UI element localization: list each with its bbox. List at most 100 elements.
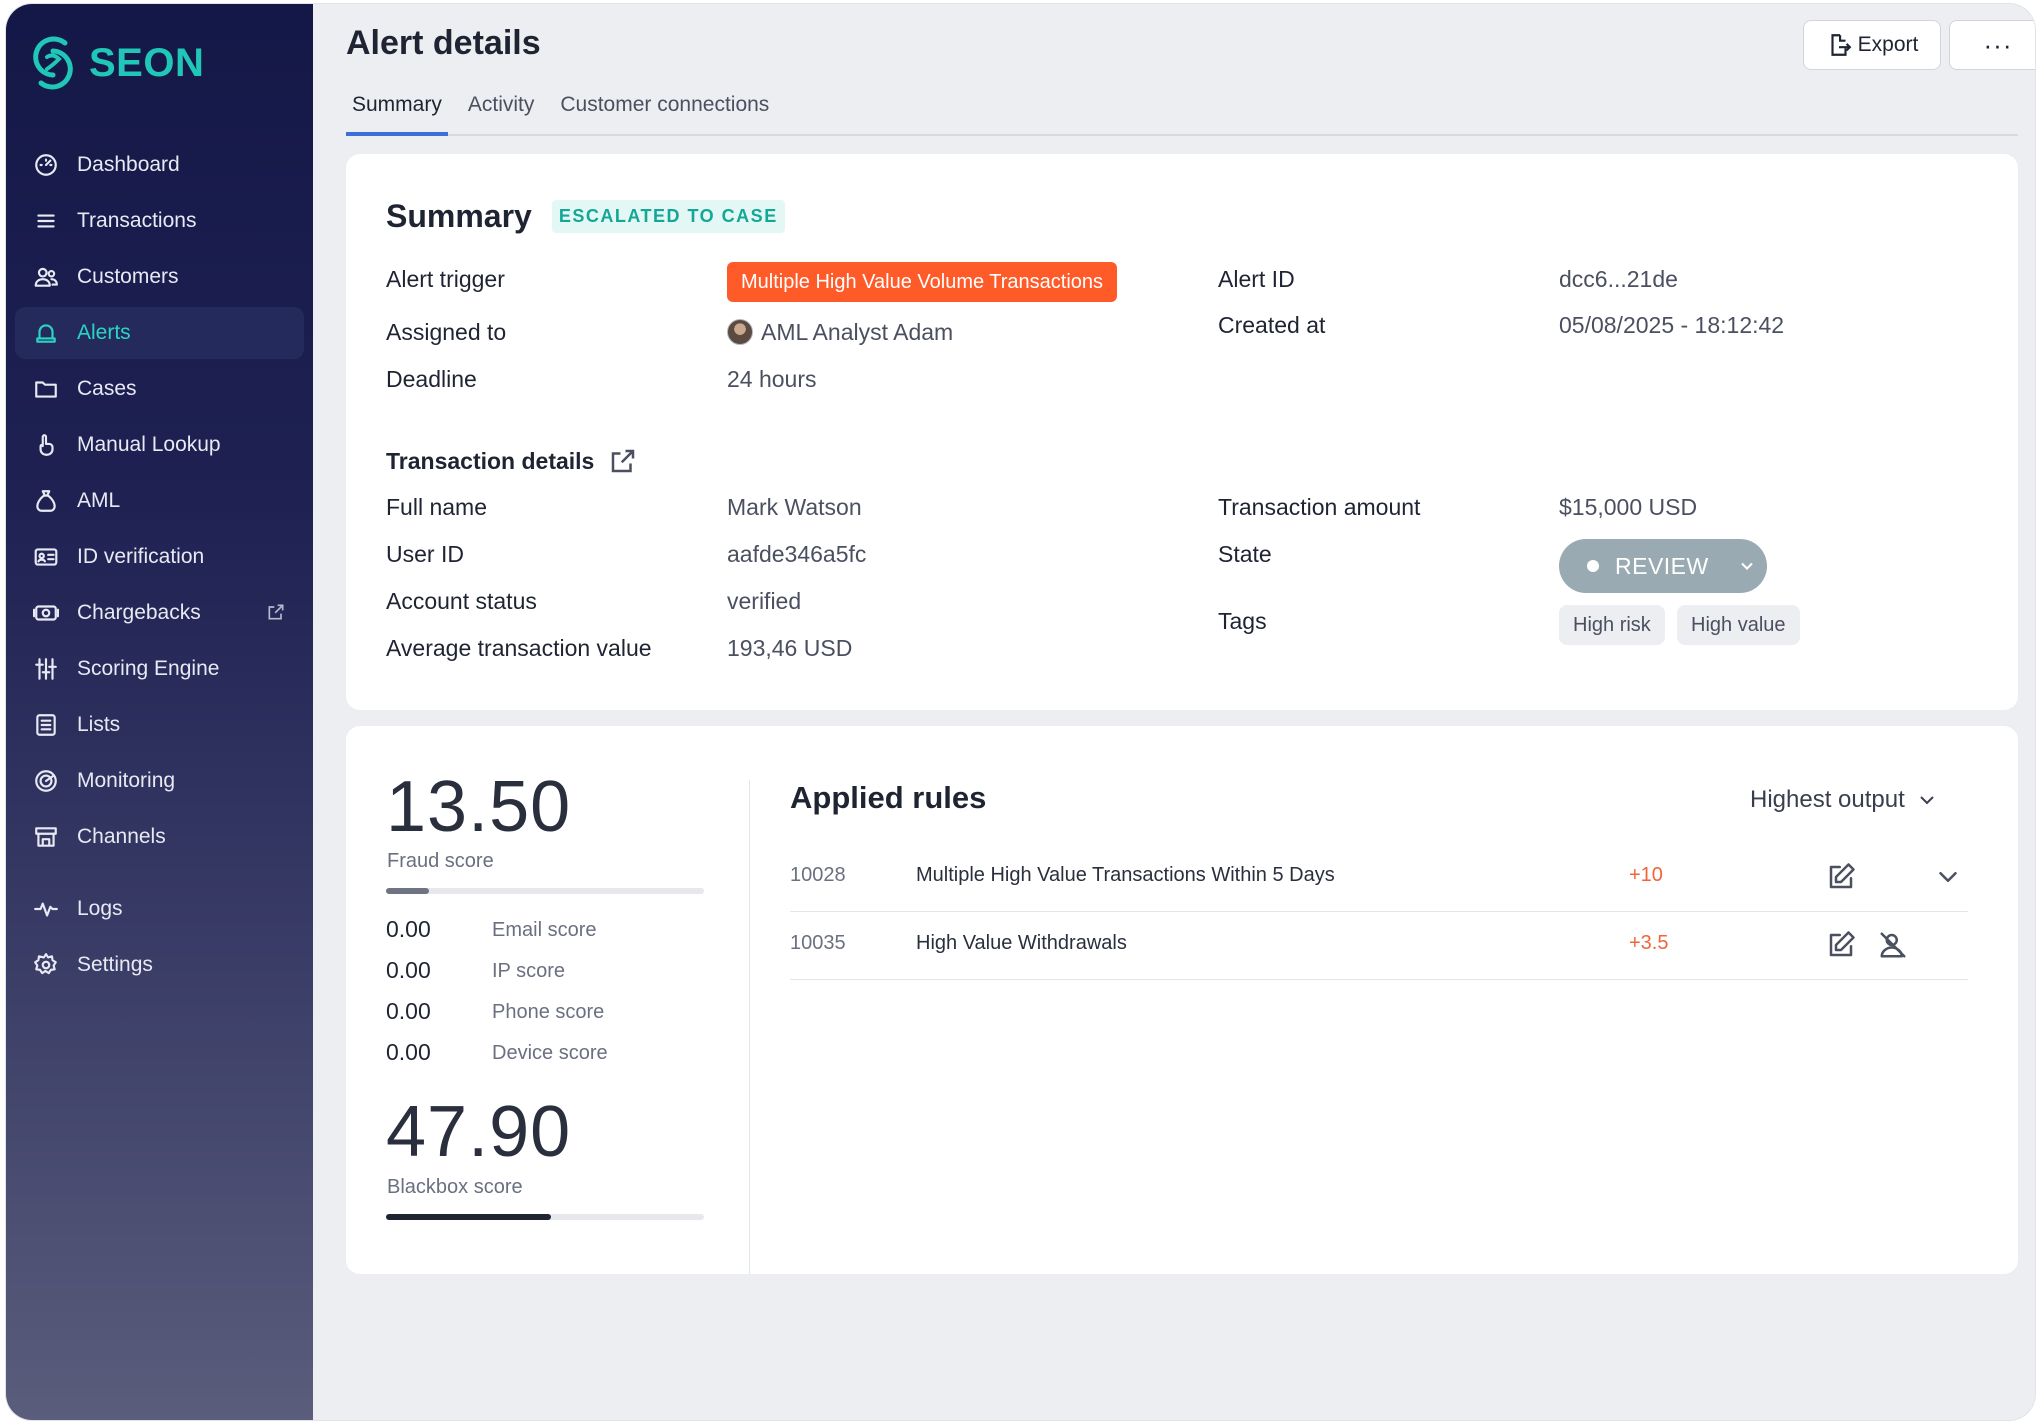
fraud-score-bar-fill xyxy=(386,888,429,894)
email-score-label: Email score xyxy=(492,919,597,941)
tag-high-risk: High risk xyxy=(1559,605,1665,645)
tag-high-value: High value xyxy=(1677,605,1800,645)
rule-name: Multiple High Value Transactions Within … xyxy=(916,864,1335,886)
tab-summary[interactable]: Summary xyxy=(346,84,448,136)
sidebar-item-settings[interactable]: Settings xyxy=(15,939,304,991)
scores-card: 13.50 Fraud score 0.00 Email score 0.00 … xyxy=(346,726,2018,1274)
sidebar-item-manual-lookup[interactable]: Manual Lookup xyxy=(15,419,304,471)
device-score-value: 0.00 xyxy=(386,1039,431,1065)
storefront-icon xyxy=(33,824,59,850)
external-link-icon[interactable] xyxy=(608,446,638,476)
sidebar-item-label: AML xyxy=(77,489,121,512)
seon-logo[interactable]: SEON xyxy=(27,33,204,93)
seon-logo-icon xyxy=(33,36,73,90)
device-score-label: Device score xyxy=(492,1042,608,1064)
transaction-details-title: Transaction details xyxy=(386,447,595,474)
rule-name: High Value Withdrawals xyxy=(916,932,1127,954)
sidebar-item-logs[interactable]: Logs xyxy=(15,883,304,935)
sidebar-item-label: Lists xyxy=(77,713,121,736)
tab-customer-connections[interactable]: Customer connections xyxy=(560,93,770,116)
deadline-label: Deadline xyxy=(386,366,477,392)
chevron-down-icon[interactable] xyxy=(1933,862,1963,892)
avg-transaction-label: Average transaction value xyxy=(386,635,652,661)
sliders-icon xyxy=(33,656,59,682)
user-id-value: aafde346a5fc xyxy=(727,541,867,567)
app-window: SEON Dashboard Transactions Customers Al… xyxy=(6,4,2035,1420)
email-score-value: 0.00 xyxy=(386,916,431,942)
sidebar-item-label: Dashboard xyxy=(77,153,180,176)
sidebar-item-channels[interactable]: Channels xyxy=(15,811,304,863)
alert-id-value: dcc6...21de xyxy=(1559,266,1678,292)
ip-score-label: IP score xyxy=(492,960,565,982)
status-badge: ESCALATED TO CASE xyxy=(551,200,785,233)
assigned-to-value[interactable]: AML Analyst Adam xyxy=(761,319,954,345)
export-button[interactable]: Export xyxy=(1803,20,1941,70)
divider xyxy=(749,780,750,1274)
sidebar-spacer xyxy=(6,867,313,883)
rules-sort-dropdown[interactable]: Highest output xyxy=(1750,786,1939,814)
sidebar-item-alerts[interactable]: Alerts xyxy=(15,307,304,359)
sidebar-item-label: Manual Lookup xyxy=(77,433,221,456)
rules-sort-label: Highest output xyxy=(1750,786,1905,813)
rule-id: 10028 xyxy=(790,864,846,886)
state-value: REVIEW xyxy=(1615,552,1709,579)
sidebar-item-lists[interactable]: Lists xyxy=(15,699,304,751)
state-dropdown[interactable]: REVIEW xyxy=(1559,539,1767,593)
rule-row[interactable]: 10035 High Value Withdrawals +3.5 xyxy=(790,912,1968,980)
sidebar-item-label: ID verification xyxy=(77,545,205,568)
fraud-score-value: 13.50 xyxy=(386,767,572,847)
sidebar-item-scoring-engine[interactable]: Scoring Engine xyxy=(15,643,304,695)
sidebar-item-label: Alerts xyxy=(77,321,131,344)
sidebar-item-cases[interactable]: Cases xyxy=(15,363,304,415)
tab-bar: Summary Activity Customer connections xyxy=(346,84,2018,136)
rule-row[interactable]: 10028 Multiple High Value Transactions W… xyxy=(790,844,1968,912)
full-name-value: Mark Watson xyxy=(727,494,862,520)
phone-score-value: 0.00 xyxy=(386,998,431,1024)
avg-transaction-value: 193,46 USD xyxy=(727,635,853,661)
summary-card: Summary ESCALATED TO CASE Alert trigger … xyxy=(346,154,2018,710)
tab-activity[interactable]: Activity xyxy=(467,93,535,116)
created-at-label: Created at xyxy=(1218,312,1326,338)
account-status-label: Account status xyxy=(386,588,537,614)
transaction-amount-label: Transaction amount xyxy=(1218,494,1421,520)
pointer-hand-icon xyxy=(33,432,59,458)
transaction-details-heading: Transaction details xyxy=(386,446,638,476)
phone-score-label: Phone score xyxy=(492,1001,605,1023)
summary-title: Summary xyxy=(386,198,532,234)
dashboard-gauge-icon xyxy=(33,152,59,178)
alert-id-label: Alert ID xyxy=(1218,266,1295,292)
sidebar-item-chargebacks[interactable]: Chargebacks xyxy=(15,587,304,639)
edit-icon[interactable] xyxy=(1826,930,1856,960)
sidebar-item-label: Channels xyxy=(77,825,166,848)
users-icon xyxy=(33,264,59,290)
sidebar-nav: Dashboard Transactions Customers Alerts … xyxy=(6,139,313,995)
sidebar-item-label: Logs xyxy=(77,897,123,920)
alert-trigger-pill: Multiple High Value Volume Transactions xyxy=(727,262,1118,302)
blackbox-score-label: Blackbox score xyxy=(387,1176,523,1198)
sidebar-item-aml[interactable]: AML xyxy=(15,475,304,527)
full-name-label: Full name xyxy=(386,494,487,520)
blackbox-score-value: 47.90 xyxy=(386,1092,572,1172)
chevron-down-icon xyxy=(1920,796,1934,805)
sidebar-item-monitoring[interactable]: Monitoring xyxy=(15,755,304,807)
assigned-to-label: Assigned to xyxy=(386,319,507,345)
sidebar-item-label: Settings xyxy=(77,953,153,976)
pulse-icon xyxy=(33,896,59,922)
sidebar-item-transactions[interactable]: Transactions xyxy=(15,195,304,247)
sidebar-item-customers[interactable]: Customers xyxy=(15,251,304,303)
deadline-value: 24 hours xyxy=(727,366,817,392)
sidebar-item-id-verification[interactable]: ID verification xyxy=(15,531,304,583)
list-sheet-icon xyxy=(33,712,59,738)
ip-score-value: 0.00 xyxy=(386,957,431,983)
alarm-bell-icon xyxy=(33,320,59,346)
more-options-button[interactable]: ··· xyxy=(1949,20,2035,70)
sidebar-item-dashboard[interactable]: Dashboard xyxy=(15,139,304,191)
user-off-icon[interactable] xyxy=(1878,930,1908,960)
account-status-value: verified xyxy=(727,588,802,614)
edit-icon[interactable] xyxy=(1826,862,1856,892)
tags-label: Tags xyxy=(1218,608,1267,634)
sidebar: SEON Dashboard Transactions Customers Al… xyxy=(6,4,313,1420)
fraud-score-label: Fraud score xyxy=(387,850,494,872)
chevron-down-icon xyxy=(1740,562,1753,570)
user-id-label: User ID xyxy=(386,541,464,567)
